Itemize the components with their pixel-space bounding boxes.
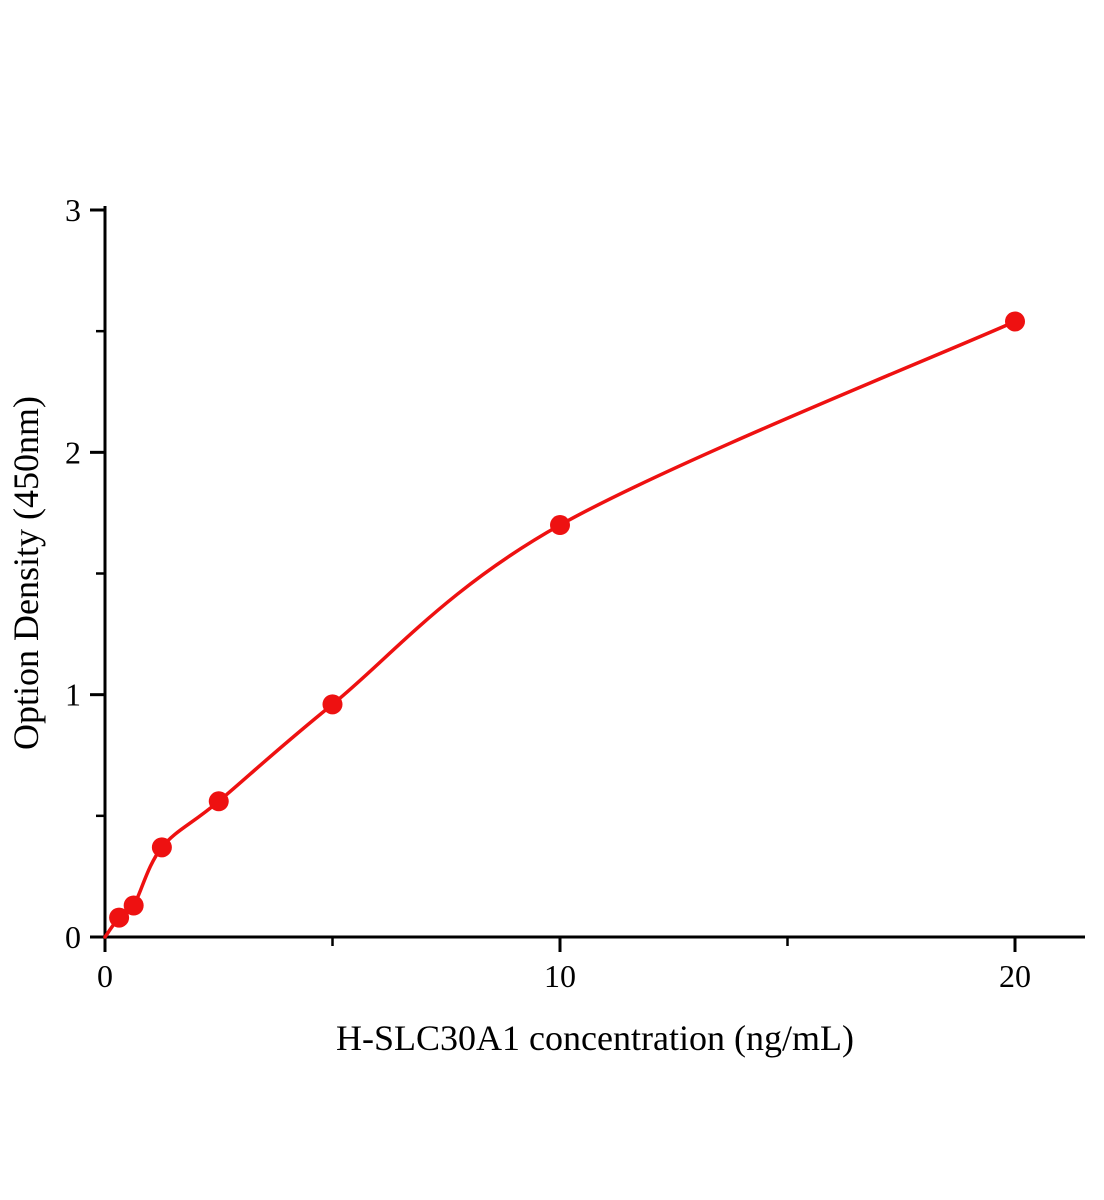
data-point-marker <box>151 837 172 858</box>
axes-group <box>103 206 1085 939</box>
data-point-marker <box>1005 311 1025 332</box>
data-point-marker <box>322 694 343 715</box>
y-axis-label: Option Density (450nm) <box>6 396 46 750</box>
x-tick-label: 0 <box>97 958 113 994</box>
fit-curve <box>103 319 1017 939</box>
x-tick-label: 20 <box>999 958 1031 994</box>
x-axis-label: H-SLC30A1 concentration (ng/mL) <box>336 1018 854 1058</box>
x-tick-label: 10 <box>544 958 576 994</box>
data-series-group <box>103 311 1025 939</box>
axis-ticks-group: 0 10 20 0 1 2 3 <box>65 192 1031 994</box>
y-tick-label: 0 <box>65 919 81 955</box>
data-point-marker <box>550 515 570 536</box>
y-tick-label: 3 <box>65 192 81 228</box>
y-tick-label: 1 <box>65 677 81 713</box>
y-tick-label: 2 <box>65 434 81 470</box>
data-point-marker <box>109 907 130 928</box>
data-point-marker <box>208 791 229 812</box>
data-point-marker <box>123 895 144 916</box>
